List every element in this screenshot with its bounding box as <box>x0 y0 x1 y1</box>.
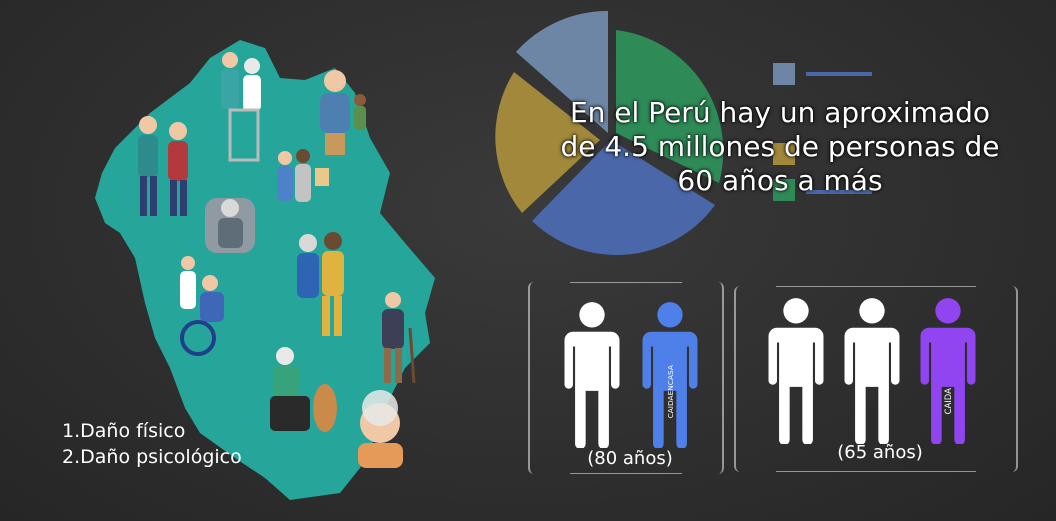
highlight-label-80: CAIDAENCASA <box>666 365 675 418</box>
pie-slice-blue <box>532 140 715 256</box>
caregiver-with-walker-illustration <box>221 52 261 162</box>
highlight-label-65: CAIDA <box>943 388 953 415</box>
damage-item-physical: 1.Daño físico <box>62 420 186 442</box>
caregiver-supporting-elder-illustration <box>297 232 344 336</box>
grandfather-and-child-illustration <box>320 70 366 155</box>
person-icon-white <box>844 298 900 444</box>
elderly-couple-illustration <box>138 116 188 216</box>
age-label-65: (65 años) <box>837 442 923 463</box>
wheelchair-elder-illustration <box>180 256 224 356</box>
legend-swatch-olive <box>773 143 795 165</box>
peru-map-illustration <box>95 40 435 500</box>
population-pie-chart <box>495 10 724 256</box>
elder-with-dog-illustration <box>270 347 337 432</box>
headline-line-3: 60 años a más <box>677 164 883 197</box>
headline-text: En el Perú hay un aproximado de 4.5 mill… <box>560 96 1000 198</box>
pie-slice-olive <box>495 72 600 213</box>
damage-item-psychological: 2.Daño psicológico <box>62 446 242 468</box>
headline-line-1: En el Perú hay un aproximado <box>569 96 991 129</box>
person-icon-white <box>768 298 824 444</box>
people-walking-illustration <box>277 149 329 202</box>
legend-swatch-green <box>773 179 795 201</box>
person-icon-highlight-purple: CAIDA <box>920 298 976 444</box>
age-label-80: (80 años) <box>587 448 673 469</box>
pie-legend <box>773 63 872 201</box>
elder-woman-portrait-illustration <box>358 390 403 468</box>
legend-line <box>806 190 872 194</box>
elderly-in-armchair-illustration <box>205 198 255 253</box>
headline-line-2: de 4.5 millones de personas de <box>560 130 1000 163</box>
group-65-years: CAIDA (65 años) <box>734 286 1018 472</box>
legend-swatch-blue-gray <box>773 63 795 85</box>
pie-slice-green <box>616 30 724 183</box>
person-icon-highlight-blue: CAIDAENCASA <box>642 302 698 448</box>
person-icon-white <box>564 302 620 448</box>
pie-slice-blue-gray <box>516 10 608 133</box>
damage-list: 1.Daño físico 2.Daño psicológico <box>62 418 242 470</box>
elder-with-cane-illustration <box>382 292 416 384</box>
legend-line <box>806 72 872 76</box>
group-80-years: CAIDAENCASA (80 años) <box>528 282 724 474</box>
